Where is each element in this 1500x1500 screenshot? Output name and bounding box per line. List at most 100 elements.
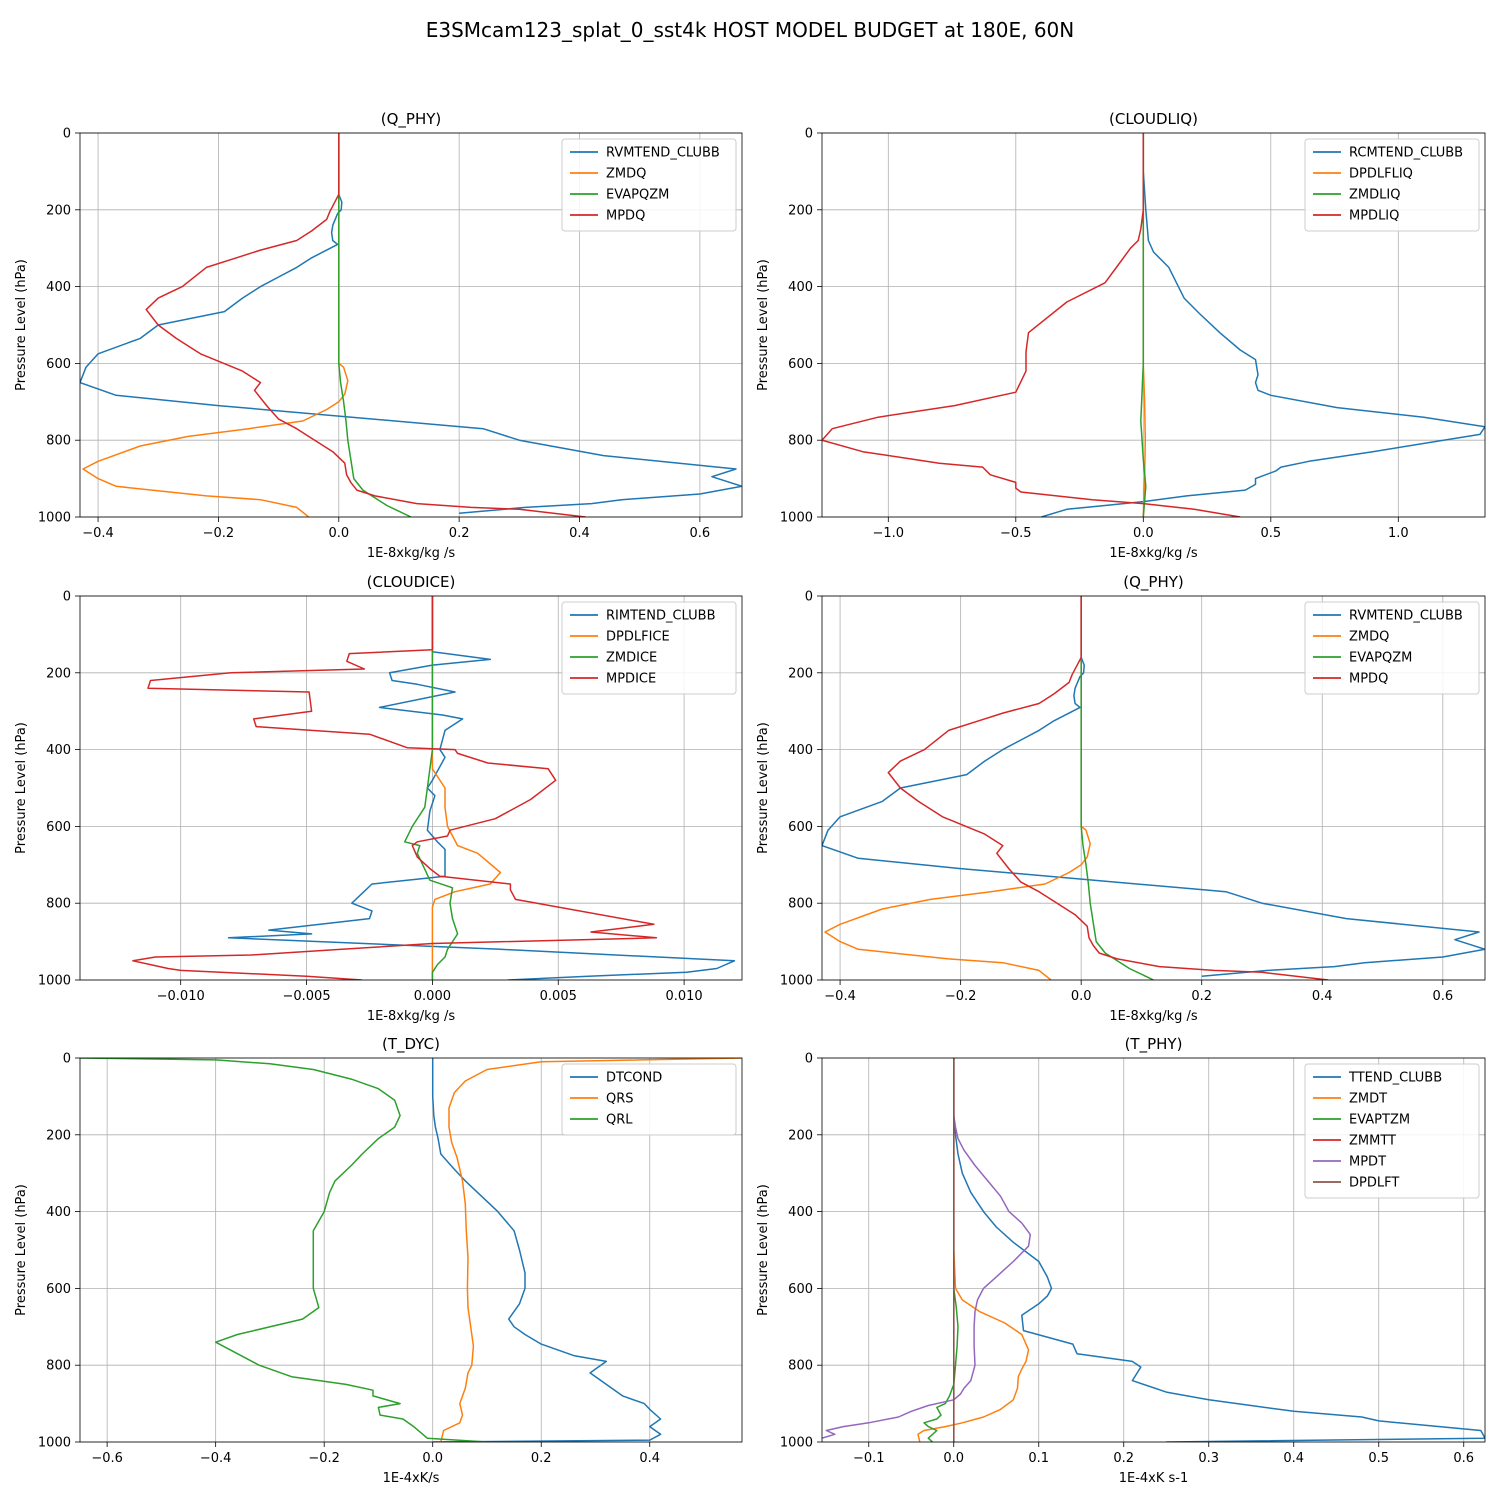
panel-1-legend-label-evapqzm: EVAPQZM [606,188,669,203]
panel-1-xtick-label-0: −0.4 [82,526,114,541]
panel-1-series-zmdq [82,133,349,517]
panel-4-xtick-label-5: 0.6 [1432,989,1453,1004]
panel-1-legend-label-mpdq: MPDQ [606,209,645,224]
panel-6-legend-label-mpdt: MPDT [1349,1155,1386,1170]
panel-3-series-zmdice [403,596,459,980]
panel-3-legend-label-rimtend-clubb: RIMTEND_CLUBB [606,609,716,624]
panel-5-xlabel: 1E-4xK/s [383,1471,440,1486]
panel-6-series-mpdt [822,1058,1032,1439]
panel-6-legend-label-ttend-clubb: TTEND_CLUBB [1348,1071,1442,1086]
panel-6-ytick-label-5: 1000 [780,1436,813,1451]
panel-5-legend-label-qrs: QRS [606,1092,634,1107]
panel-3-legend-label-dpdlfice: DPDLFICE [606,630,670,645]
panel-5-legend: DTCOND QRS QRL [561,1063,737,1136]
panel-6-legend-label-evaptzm: EVAPTZM [1349,1113,1410,1128]
panel-6-xtick-label-1: 0.0 [943,1451,964,1466]
panel-3-legend-label-mpdice: MPDICE [606,672,656,687]
panel-1-xtick-label-4: 0.4 [569,526,590,541]
panel-2-title: (CLOUDLIQ) [1109,110,1198,128]
panel-1-xtick-label-1: −0.2 [203,526,235,541]
panel-2-series-rcmtend-clubb [1041,133,1485,517]
panel-4-xtick-label-2: 0.0 [1071,989,1092,1004]
panel-4-legend-box [1304,601,1480,695]
panel-2-legend-label-zmdliq: ZMDLIQ [1349,188,1400,203]
panel-5-axes-frame [79,1057,743,1443]
panel-5-legend-box [561,1063,737,1136]
panel-1-legend-box [561,138,737,232]
panel-4-legend-label-mpdq: MPDQ [1349,672,1388,687]
panel-6-series-zmdt [917,1058,1030,1442]
panel-5-legend-label-dtcond: DTCOND [606,1071,662,1086]
panel-4-ytick-label-1: 200 [788,666,813,681]
panel-5-series-qrs [440,1058,742,1442]
panel-6-series-evaptzm [923,1058,959,1442]
panel-5-xtick-label-4: 0.2 [531,1451,552,1466]
panel-2-ytick-label-1: 200 [788,203,813,218]
panel-1-series-mpdq [145,133,586,517]
panel-6-legend-label-zmdt: ZMDT [1349,1092,1387,1107]
panel-1-ytick-label-2: 400 [46,280,71,295]
panel-5-ytick-label-3: 600 [46,1282,71,1297]
panel-6-ytick-label-4: 800 [788,1359,813,1374]
panel-4-title: (Q_PHY) [1123,573,1184,592]
panel-5-xtick-label-5: 0.4 [639,1451,660,1466]
panel-3-ytick-label-1: 200 [46,666,71,681]
panel-6-ytick-label-0: 0 [805,1052,813,1067]
panel-4-legend: RVMTEND_CLUBB ZMDQ EVAPQZM MPDQ [1304,601,1480,695]
panel-1-xtick-label-5: 0.6 [690,526,711,541]
panel-2-legend-box [1304,138,1480,232]
panel-1-xtick-label-3: 0.2 [449,526,470,541]
panel-1: −0.4 −0.2 0.0 0.2 0.4 0.6 0 200 400 600 800 1000 (Q_… [14,110,743,561]
panel-2-legend-label-mpdliq: MPDLIQ [1349,209,1399,224]
panel-4-xtick-label-0: −0.4 [824,989,856,1004]
panel-1-ylabel: Pressure Level (hPa) [14,259,29,391]
panel-4-ylabel: Pressure Level (hPa) [756,722,771,854]
panel-2-ytick-label-2: 400 [788,280,813,295]
panel-6-xtick-label-5: 0.4 [1283,1451,1304,1466]
panel-5-ytick-label-2: 400 [46,1205,71,1220]
panel-1-legend-label-rvmtend-clubb: RVMTEND_CLUBB [606,146,720,161]
panel-1-ytick-label-0: 0 [63,127,71,142]
panel-5-ytick-label-0: 0 [63,1052,71,1067]
panel-4-xtick-label-3: 0.2 [1191,989,1212,1004]
panel-1-legend-label-zmdq: ZMDQ [606,167,646,182]
panel-3-xtick-label-3: 0.005 [540,989,577,1004]
panel-6: −0.1 0.0 0.1 0.2 0.3 0.4 0.5 0.6 0 200 400 600 800 10… [756,1035,1486,1486]
panel-4-legend-label-evapqzm: EVAPQZM [1349,651,1412,666]
panel-5-series-dtcond [431,1058,662,1442]
panel-4-xtick-label-4: 0.4 [1312,989,1333,1004]
panel-5: −0.6 −0.4 −0.2 0.0 0.2 0.4 0 200 400 600 800 1000 (T… [14,1035,743,1486]
panel-4-ytick-label-3: 600 [788,820,813,835]
panel-1-ytick-label-5: 1000 [38,511,71,526]
panel-4-ytick-label-0: 0 [805,590,813,605]
panel-5-title: (T_DYC) [382,1035,440,1054]
panel-1-axes-frame [79,132,743,518]
panel-6-xtick-label-0: −0.1 [853,1451,885,1466]
panel-3: −0.010 −0.005 0.000 0.005 0.010 0 200 400 600 800… [14,573,743,1024]
panel-6-ytick-label-3: 600 [788,1282,813,1297]
panel-6-xtick-label-3: 0.2 [1113,1451,1134,1466]
panel-2: −1.0 −0.5 0.0 0.5 1.0 0 200 400 600 800 1000 (CLOUD… [756,110,1486,561]
panel-1-ytick-label-1: 200 [46,203,71,218]
panel-6-ytick-label-1: 200 [788,1128,813,1143]
panel-5-ytick-label-1: 200 [46,1128,71,1143]
panel-1-series-rvmtend-clubb [80,133,742,514]
panel-5-xtick-label-2: −0.2 [308,1451,340,1466]
panel-2-xtick-label-0: −1.0 [873,526,905,541]
panel-4-legend-label-rvmtend-clubb: RVMTEND_CLUBB [1349,609,1463,624]
panel-3-ytick-label-3: 600 [46,820,71,835]
panel-6-legend: TTEND_CLUBB ZMDT EVAPTZM ZMMTT MPDT DPDLFT [1304,1063,1480,1199]
panel-2-legend-label-dpdlfliq: DPDLFLIQ [1349,167,1413,182]
figure-title: E3SMcam123_splat_0_sst4k HOST MODEL BUDG… [426,18,1075,42]
panel-4-axes-frame [821,595,1486,981]
panel-5-series-qrl [80,1058,488,1442]
panel-3-series-rimtend-clubb [227,596,736,980]
panel-4-ytick-label-4: 800 [788,897,813,912]
panel-6-axes-frame [821,1057,1486,1443]
panel-2-xlabel: 1E-8xkg/kg /s [1109,546,1198,561]
panel-4-ytick-label-5: 1000 [780,974,813,989]
panel-6-xtick-label-6: 0.5 [1368,1451,1389,1466]
panel-2-axes-frame [821,132,1486,518]
